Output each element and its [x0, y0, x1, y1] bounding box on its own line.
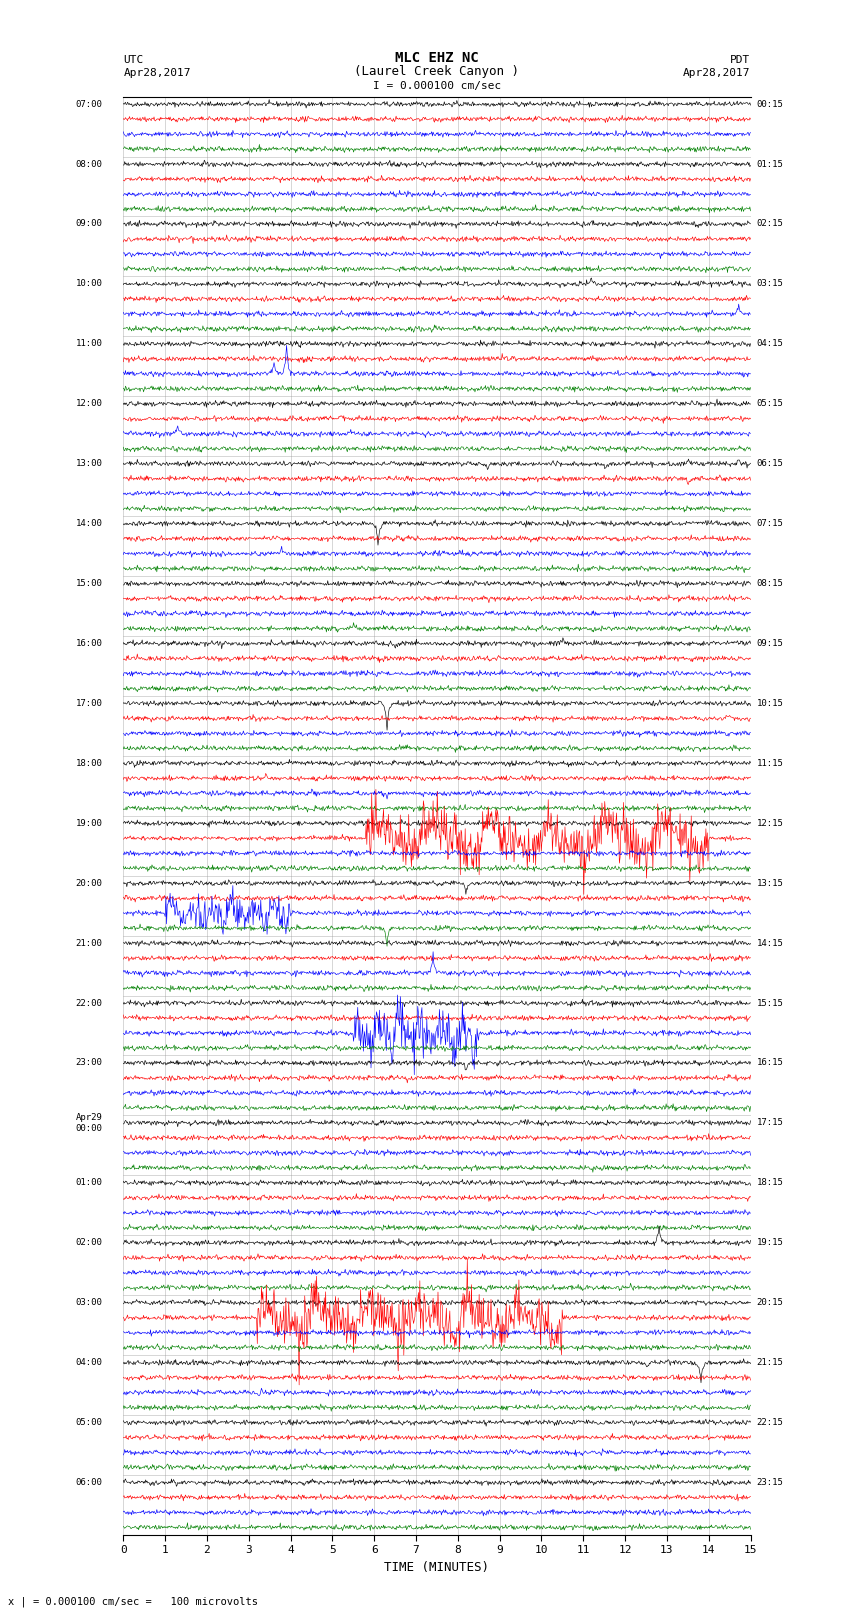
Text: 10:00: 10:00: [76, 279, 103, 289]
Text: 07:00: 07:00: [76, 100, 103, 108]
Text: 10:15: 10:15: [756, 698, 784, 708]
Text: 22:00: 22:00: [76, 998, 103, 1008]
Text: 13:00: 13:00: [76, 460, 103, 468]
Text: PDT: PDT: [730, 55, 751, 65]
Text: 23:00: 23:00: [76, 1058, 103, 1068]
Text: 18:00: 18:00: [76, 758, 103, 768]
Text: 03:15: 03:15: [756, 279, 784, 289]
Text: 20:15: 20:15: [756, 1298, 784, 1307]
Text: 01:00: 01:00: [76, 1177, 103, 1187]
Text: 15:15: 15:15: [756, 998, 784, 1008]
Text: 13:15: 13:15: [756, 879, 784, 887]
Text: 11:15: 11:15: [756, 758, 784, 768]
Text: 21:15: 21:15: [756, 1358, 784, 1368]
Text: 00:15: 00:15: [756, 100, 784, 108]
Text: 15:00: 15:00: [76, 579, 103, 589]
Text: 02:15: 02:15: [756, 219, 784, 229]
X-axis label: TIME (MINUTES): TIME (MINUTES): [384, 1561, 490, 1574]
Text: 19:00: 19:00: [76, 819, 103, 827]
Text: 08:00: 08:00: [76, 160, 103, 169]
Text: 04:00: 04:00: [76, 1358, 103, 1368]
Text: 14:15: 14:15: [756, 939, 784, 947]
Text: 23:15: 23:15: [756, 1478, 784, 1487]
Text: 02:00: 02:00: [76, 1239, 103, 1247]
Text: Apr28,2017: Apr28,2017: [683, 68, 751, 77]
Text: 03:00: 03:00: [76, 1298, 103, 1307]
Text: UTC: UTC: [123, 55, 144, 65]
Text: 17:15: 17:15: [756, 1118, 784, 1127]
Text: 12:15: 12:15: [756, 819, 784, 827]
Text: 20:00: 20:00: [76, 879, 103, 887]
Text: MLC EHZ NC: MLC EHZ NC: [395, 52, 479, 65]
Text: 18:15: 18:15: [756, 1177, 784, 1187]
Text: x | = 0.000100 cm/sec =   100 microvolts: x | = 0.000100 cm/sec = 100 microvolts: [8, 1595, 258, 1607]
Text: 14:00: 14:00: [76, 519, 103, 527]
Text: Apr29
00:00: Apr29 00:00: [76, 1113, 103, 1132]
Text: (Laurel Creek Canyon ): (Laurel Creek Canyon ): [354, 65, 519, 77]
Text: 05:15: 05:15: [756, 400, 784, 408]
Text: 07:15: 07:15: [756, 519, 784, 527]
Text: 21:00: 21:00: [76, 939, 103, 947]
Text: 06:00: 06:00: [76, 1478, 103, 1487]
Text: 16:00: 16:00: [76, 639, 103, 648]
Text: 09:15: 09:15: [756, 639, 784, 648]
Text: 05:00: 05:00: [76, 1418, 103, 1428]
Text: 04:15: 04:15: [756, 339, 784, 348]
Text: 17:00: 17:00: [76, 698, 103, 708]
Text: 09:00: 09:00: [76, 219, 103, 229]
Text: Apr28,2017: Apr28,2017: [123, 68, 191, 77]
Text: 01:15: 01:15: [756, 160, 784, 169]
Text: 08:15: 08:15: [756, 579, 784, 589]
Text: 06:15: 06:15: [756, 460, 784, 468]
Text: 19:15: 19:15: [756, 1239, 784, 1247]
Text: 12:00: 12:00: [76, 400, 103, 408]
Text: 22:15: 22:15: [756, 1418, 784, 1428]
Text: 11:00: 11:00: [76, 339, 103, 348]
Text: I = 0.000100 cm/sec: I = 0.000100 cm/sec: [373, 81, 501, 90]
Text: 16:15: 16:15: [756, 1058, 784, 1068]
